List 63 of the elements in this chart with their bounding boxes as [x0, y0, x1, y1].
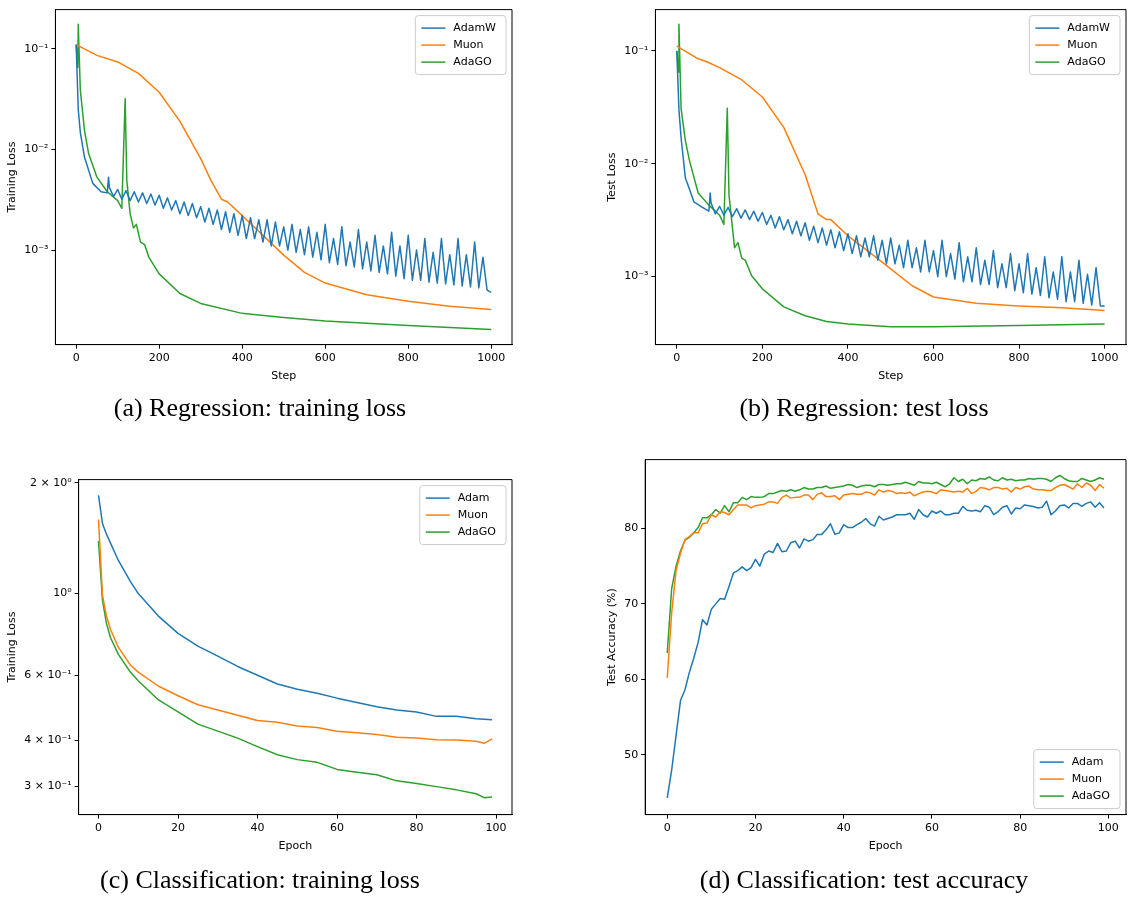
x-tick-label: 80 [1013, 821, 1028, 835]
y-tick-label: 10⁻¹ [624, 43, 649, 57]
x-tick-label: 800 [1008, 351, 1030, 365]
x-tick-label: 0 [72, 351, 80, 365]
legend-label: AdamW [453, 20, 497, 34]
legend-label: AdamW [1067, 20, 1111, 34]
y-axis-title: Training Loss [5, 611, 19, 684]
x-tick-label: 20 [748, 821, 763, 835]
x-tick-label: 20 [171, 821, 186, 835]
y-tick-label: 3 × 10⁻¹ [24, 778, 72, 792]
x-tick-label: 600 [314, 351, 336, 365]
y-tick-label: 2 × 10⁰ [30, 475, 73, 489]
legend-label: Adam [1071, 754, 1104, 768]
x-axis-title: Epoch [868, 839, 903, 853]
legend-label: AdaGO [457, 524, 497, 538]
legend-label: Muon [1067, 37, 1098, 51]
y-tick-label: 10⁻² [24, 142, 49, 156]
y-tick-label: 10⁻² [624, 156, 649, 170]
text: (a) Regression: training loss [112, 392, 408, 424]
x-tick-label: 400 [837, 351, 859, 365]
text: (d) Classification: test accuracy [698, 864, 1030, 896]
x-tick-label: 800 [397, 351, 419, 365]
x-tick-label: 0 [663, 821, 671, 835]
x-tick-label: 1000 [477, 351, 506, 365]
legend-label: Adam [457, 490, 490, 504]
legend-label: AdaGO [453, 54, 492, 68]
legend-label: Muon [453, 37, 484, 51]
x-tick-label: 600 [922, 351, 944, 365]
x-tick-label: 80 [409, 821, 424, 835]
x-axis-title: Step [271, 369, 297, 383]
y-axis-title: Test Loss [605, 152, 619, 203]
y-tick-label: 80 [624, 521, 639, 535]
x-tick-label: 1000 [1090, 351, 1119, 365]
y-tick-label: 6 × 10⁻¹ [24, 668, 72, 682]
legend-label: Muon [457, 507, 488, 521]
x-tick-label: 40 [836, 821, 851, 835]
y-axis-title: Training Loss [5, 141, 19, 214]
text: (b) Regression: test loss [738, 392, 990, 424]
y-tick-label: 10⁻³ [24, 242, 49, 256]
x-tick-label: 200 [148, 351, 170, 365]
legend-label: AdaGO [1067, 54, 1106, 68]
x-tick-label: 0 [95, 821, 102, 835]
x-axis-title: Step [878, 369, 904, 383]
x-tick-label: 0 [673, 351, 681, 365]
y-tick-label: 70 [624, 596, 639, 610]
x-axis-title: Epoch [278, 839, 313, 853]
x-tick-label: 40 [250, 821, 265, 835]
y-tick-label: 10⁻³ [624, 269, 649, 283]
y-tick-label: 60 [624, 672, 639, 686]
text: (c) Classification: training loss [99, 864, 421, 896]
legend-label: Muon [1071, 771, 1102, 785]
x-tick-label: 60 [924, 821, 939, 835]
x-tick-label: 60 [330, 821, 345, 835]
y-tick-label: 50 [624, 747, 639, 761]
y-tick-label: 10⁻¹ [24, 41, 49, 55]
y-tick-label: 10⁰ [53, 586, 73, 600]
y-axis-title: Test Accuracy (%) [605, 588, 619, 688]
x-tick-label: 100 [485, 821, 507, 835]
x-tick-label: 200 [751, 351, 773, 365]
x-tick-label: 100 [1097, 821, 1119, 835]
x-tick-label: 400 [231, 351, 253, 365]
legend-label: AdaGO [1071, 788, 1111, 802]
y-tick-label: 4 × 10⁻¹ [24, 732, 72, 746]
